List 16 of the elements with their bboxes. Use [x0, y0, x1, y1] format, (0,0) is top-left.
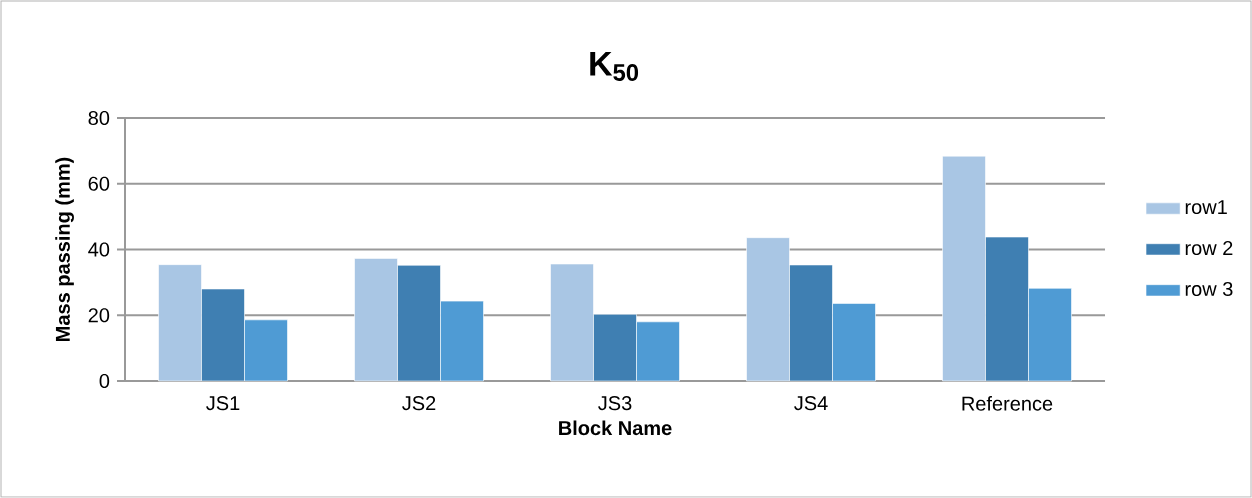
chart-title: K$_{50}$ — [590, 52, 639, 81]
y-tick-label: 20 — [88, 308, 110, 323]
legend-label: row 3 — [1185, 281, 1233, 297]
y-tick-label: 0 — [99, 373, 110, 389]
x-tick-label: JS4 — [794, 396, 828, 411]
x-tick-label: JS3 — [598, 396, 632, 411]
y-axis-title: Mass passing (mm) — [55, 157, 74, 341]
x-tick-label: JS1 — [206, 396, 240, 411]
legend-label: row1 — [1185, 200, 1227, 215]
x-axis-title: Block Name — [559, 420, 672, 436]
legend-label: row 2 — [1185, 240, 1233, 256]
x-tick-label: Reference — [962, 396, 1053, 411]
x-tick-label: JS2 — [402, 396, 436, 411]
y-tick-label: 60 — [88, 176, 110, 191]
y-tick-label: 40 — [88, 242, 110, 257]
y-tick-label: 80 — [88, 110, 110, 126]
